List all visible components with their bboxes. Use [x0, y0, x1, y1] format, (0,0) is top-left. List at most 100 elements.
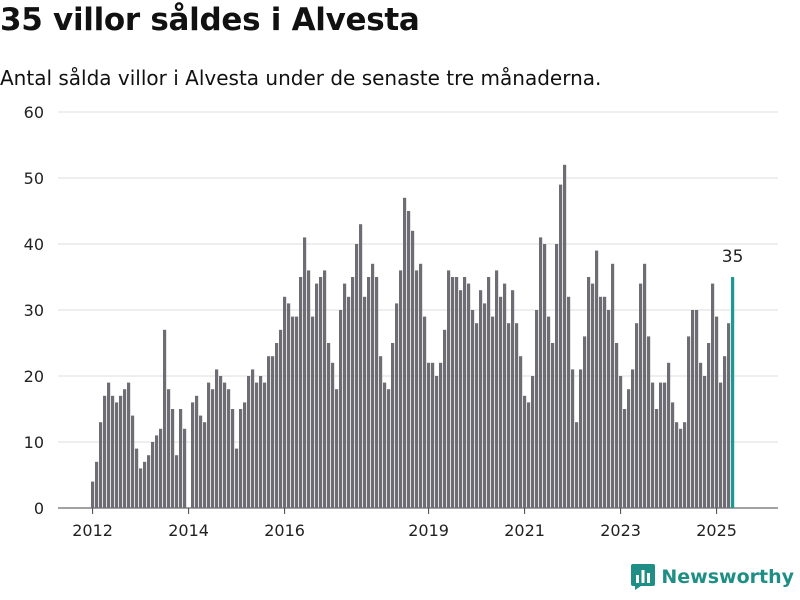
bar	[547, 316, 551, 508]
x-tick-label: 2014	[168, 521, 209, 540]
last-value-label: 35	[722, 247, 744, 267]
bar	[587, 277, 591, 508]
bar	[535, 310, 539, 508]
bar	[211, 389, 215, 508]
bar	[339, 310, 343, 508]
bar	[431, 362, 435, 508]
bar	[367, 277, 371, 508]
bar	[395, 303, 399, 508]
x-tick-label: 2023	[600, 521, 641, 540]
bar	[383, 382, 387, 508]
bar	[451, 277, 455, 508]
bar	[563, 164, 567, 509]
bar	[155, 435, 159, 508]
bar	[515, 323, 519, 508]
bar	[439, 362, 443, 508]
bar	[711, 283, 715, 508]
bar	[475, 323, 479, 508]
bar	[495, 270, 499, 508]
y-tick-label: 30	[24, 301, 44, 320]
bar	[511, 290, 515, 508]
x-tick-label: 2016	[264, 521, 305, 540]
bar	[99, 422, 103, 508]
bar	[707, 343, 711, 508]
bar	[115, 402, 119, 508]
bar	[375, 277, 379, 508]
bar	[315, 283, 319, 508]
bar	[583, 336, 587, 508]
bar	[635, 323, 639, 508]
bar	[523, 395, 527, 508]
bar	[387, 389, 391, 508]
bar	[655, 409, 659, 508]
bar	[479, 290, 483, 508]
bar	[183, 428, 187, 508]
bar	[247, 376, 251, 508]
bar	[91, 481, 95, 508]
bar	[295, 316, 299, 508]
bar	[555, 244, 559, 508]
bar	[611, 263, 615, 508]
bar	[471, 310, 475, 508]
bar	[275, 343, 279, 508]
x-tick-label: 2021	[504, 521, 545, 540]
bar	[415, 270, 419, 508]
bar	[175, 455, 179, 508]
bar	[179, 409, 183, 508]
chart-subtitle: Antal sålda villor i Alvesta under de se…	[0, 66, 602, 90]
bar	[455, 277, 459, 508]
bar	[143, 461, 147, 508]
bar	[599, 296, 603, 508]
bar	[255, 382, 259, 508]
bar	[171, 409, 175, 508]
bar	[615, 343, 619, 508]
bar	[467, 283, 471, 508]
bar	[639, 283, 643, 508]
bar	[151, 442, 155, 508]
bar	[699, 362, 703, 508]
bar	[423, 316, 427, 508]
bar	[195, 395, 199, 508]
bar	[327, 343, 331, 508]
bar	[379, 356, 383, 508]
bar	[671, 402, 675, 508]
bar	[287, 303, 291, 508]
bar	[679, 428, 683, 508]
bar	[219, 376, 223, 508]
bar	[427, 362, 431, 508]
bar	[539, 237, 543, 508]
bar	[703, 376, 707, 508]
bar	[359, 224, 363, 508]
bar	[667, 362, 671, 508]
bar	[567, 296, 571, 508]
bar	[227, 389, 231, 508]
x-tick-label: 2012	[72, 521, 113, 540]
bar	[675, 422, 679, 508]
bar	[403, 197, 407, 509]
brand-logo: Newsworthy	[631, 562, 794, 592]
bar	[139, 468, 143, 508]
bar	[223, 382, 227, 508]
bar	[491, 316, 495, 508]
bar	[203, 422, 207, 508]
bar	[199, 415, 203, 508]
bar	[683, 422, 687, 508]
bar	[435, 376, 439, 508]
bar	[503, 283, 507, 508]
bar	[411, 230, 415, 509]
bar	[695, 310, 699, 508]
bar	[163, 329, 167, 508]
bar	[527, 402, 531, 508]
bar	[691, 310, 695, 508]
y-tick-label: 20	[24, 367, 44, 386]
bar	[239, 409, 243, 508]
bar	[351, 277, 355, 508]
bar	[363, 296, 367, 508]
chart-title: 35 villor såldes i Alvesta	[0, 2, 420, 38]
bar	[591, 283, 595, 508]
bar	[271, 356, 275, 508]
bar	[575, 422, 579, 508]
bar	[443, 329, 447, 508]
bar	[603, 296, 607, 508]
